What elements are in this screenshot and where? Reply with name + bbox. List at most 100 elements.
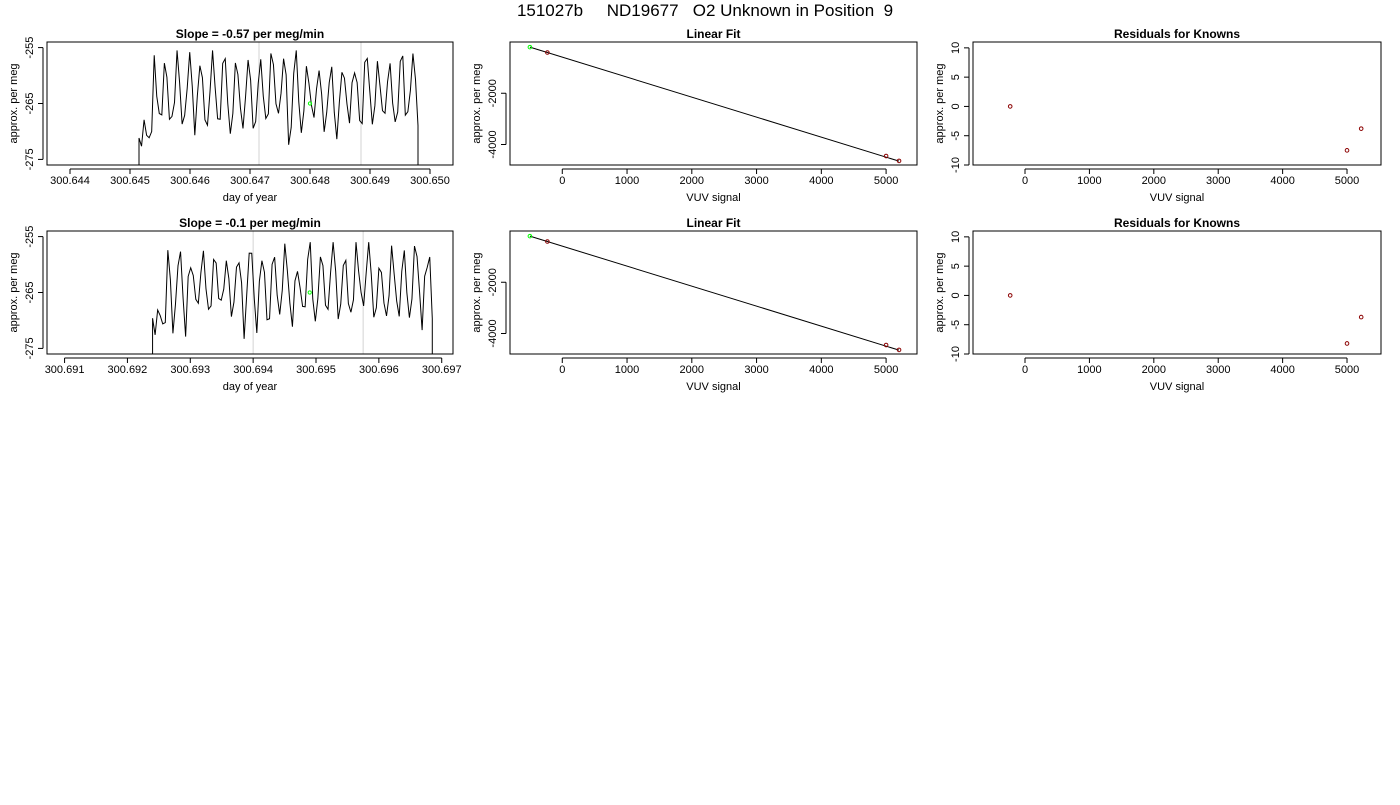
y-tick-label: -10 — [950, 157, 962, 173]
x-tick-label: 300.650 — [410, 175, 450, 187]
x-axis-label: VUV signal — [686, 192, 740, 204]
x-axis-label: VUV signal — [686, 381, 740, 393]
y-axis-label: approx. per meg — [934, 63, 946, 143]
x-tick-label: 300.649 — [350, 175, 390, 187]
unknown-point — [307, 101, 313, 106]
row2-linearfit-panel: Linear Fit 0 1000 2000 3000 4000 5000 VUV signa… — [471, 216, 918, 393]
y-tick-label: -275 — [24, 148, 36, 170]
x-tick-label: 0 — [559, 364, 565, 376]
x-tick-label: 2000 — [680, 175, 704, 187]
plot-frame — [972, 230, 1382, 355]
x-tick-label: 1000 — [615, 364, 639, 376]
y-tick-label: -5 — [950, 131, 962, 141]
x-axis-label: VUV signal — [1150, 192, 1204, 204]
x-tick-label: 5000 — [1335, 364, 1359, 376]
x-tick-label: 1000 — [1077, 175, 1101, 187]
x-tick-label: 300.695 — [296, 364, 336, 376]
y-axis-label: approx. per meg — [8, 63, 20, 143]
x-tick-label: 3000 — [1206, 175, 1230, 187]
row2-timeseries-panel: Slope = -0.1 per meg/min 300.691 300.692 30… — [8, 216, 462, 393]
series-line — [138, 50, 419, 165]
chart-title: Residuals for Knowns — [1114, 216, 1240, 230]
known-point — [883, 342, 889, 348]
x-axis-label: day of year — [223, 381, 278, 393]
known-point — [1358, 126, 1364, 131]
data-layer — [138, 50, 419, 165]
y-tick-label: -4000 — [487, 130, 499, 158]
x-tick-label: 4000 — [1270, 175, 1294, 187]
known-point — [1344, 341, 1350, 346]
data-layer — [527, 44, 902, 164]
y-tick-label: -255 — [24, 226, 36, 248]
x-tick-label: 4000 — [1270, 364, 1294, 376]
x-tick-label: 1000 — [615, 175, 639, 187]
known-point — [1007, 104, 1013, 109]
y-tick-label: 10 — [950, 42, 962, 54]
y-tick-label: 0 — [950, 292, 962, 298]
x-tick-label: 4000 — [809, 364, 833, 376]
x-tick-label: 0 — [1022, 175, 1028, 187]
unknown-point — [307, 290, 312, 295]
x-tick-label: 300.696 — [359, 364, 399, 376]
y-tick-label: -275 — [24, 337, 36, 359]
plot-frame — [509, 41, 918, 166]
known-point — [896, 347, 902, 353]
series-line — [152, 242, 433, 354]
chart-title: Residuals for Knowns — [1114, 27, 1240, 41]
plot-frame — [46, 41, 454, 166]
row1-timeseries-panel: Slope = -0.57 per meg/min 300.644 300.645 3… — [8, 27, 454, 204]
page-title: 151027b ND19677 O2 Unknown in Position 9 — [516, 1, 894, 20]
y-axis-label: approx. per meg — [471, 63, 483, 143]
x-tick-label: 300.645 — [110, 175, 150, 187]
x-tick-label: 3000 — [744, 175, 768, 187]
y-tick-label: -5 — [950, 320, 962, 330]
y-tick-label: -4000 — [487, 319, 499, 347]
x-tick-label: 2000 — [1142, 175, 1166, 187]
x-tick-label: 5000 — [874, 364, 898, 376]
y-tick-label: -255 — [24, 37, 36, 59]
x-tick-label: 5000 — [874, 175, 898, 187]
y-axis-label: approx. per meg — [471, 252, 483, 332]
x-tick-label: 5000 — [1335, 175, 1359, 187]
known-point — [1358, 314, 1364, 320]
x-tick-label: 4000 — [809, 175, 833, 187]
x-tick-label: 300.647 — [230, 175, 270, 187]
y-tick-label: -265 — [24, 92, 36, 114]
x-axis-label: VUV signal — [1150, 381, 1204, 393]
plot-frame — [972, 41, 1382, 166]
fit-line — [529, 235, 900, 351]
data-layer — [527, 233, 902, 353]
chart-title: Linear Fit — [686, 216, 740, 230]
unknown-point — [527, 44, 533, 50]
data-layer — [152, 242, 433, 354]
fit-line — [529, 46, 900, 162]
chart-title: Slope = -0.1 per meg/min — [179, 216, 321, 230]
x-tick-label: 1000 — [1077, 364, 1101, 376]
x-tick-label: 0 — [1022, 364, 1028, 376]
known-point — [545, 50, 550, 55]
x-tick-label: 300.694 — [233, 364, 273, 376]
x-tick-label: 0 — [559, 175, 565, 187]
known-point — [883, 153, 889, 159]
y-tick-label: 5 — [950, 263, 962, 269]
unknown-point — [527, 233, 533, 239]
known-point — [545, 239, 550, 244]
x-tick-label: 3000 — [1206, 364, 1230, 376]
y-axis-label: approx. per meg — [8, 252, 20, 332]
plot-frame — [509, 230, 918, 355]
data-layer — [1007, 104, 1364, 153]
chart-title: Slope = -0.57 per meg/min — [176, 27, 324, 41]
x-tick-label: 300.697 — [422, 364, 462, 376]
data-layer — [1007, 293, 1364, 346]
row1-linearfit-panel: Linear Fit 0 1000 2000 3000 4000 5000 VUV signa… — [471, 27, 918, 204]
y-tick-label: 10 — [950, 231, 962, 243]
x-tick-label: 2000 — [680, 364, 704, 376]
x-tick-label: 300.693 — [170, 364, 210, 376]
x-tick-label: 300.644 — [50, 175, 90, 187]
x-tick-label: 300.691 — [45, 364, 85, 376]
x-tick-label: 300.692 — [108, 364, 148, 376]
known-point — [896, 158, 902, 164]
x-tick-label: 300.646 — [170, 175, 210, 187]
